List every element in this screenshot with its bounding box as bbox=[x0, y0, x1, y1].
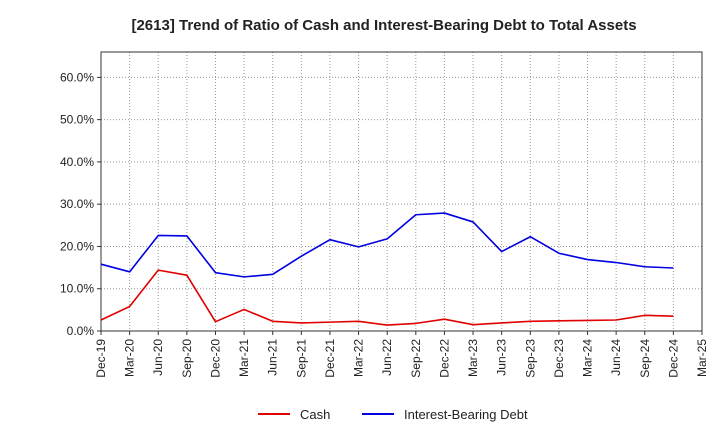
y-tick-label: 40.0% bbox=[60, 155, 94, 169]
x-tick-label: Mar-22 bbox=[352, 339, 366, 377]
x-tick-label: Dec-23 bbox=[552, 339, 566, 378]
x-tick-label: Mar-23 bbox=[466, 339, 480, 377]
x-tick-label: Mar-21 bbox=[237, 339, 251, 377]
y-tick-label: 10.0% bbox=[60, 282, 94, 296]
y-tick-label: 30.0% bbox=[60, 197, 94, 211]
plot-border bbox=[100, 51, 703, 332]
series-line-cash bbox=[100, 269, 674, 326]
grid bbox=[101, 52, 702, 331]
x-tick-label: Sep-20 bbox=[180, 339, 194, 378]
x-tick-label: Dec-20 bbox=[208, 339, 222, 378]
x-tick-label: Jun-23 bbox=[495, 339, 509, 376]
x-tick-label: Dec-21 bbox=[323, 339, 337, 378]
x-tick-label: Sep-23 bbox=[523, 339, 537, 378]
x-axis: Dec-19 Mar-20 Jun-20 Sep-20 Dec-20 Mar-21 Jun-… bbox=[94, 331, 709, 378]
x-tick-label: Jun-24 bbox=[609, 339, 623, 376]
legend: Cash Interest-Bearing Debt bbox=[258, 407, 528, 422]
x-tick-label: Mar-24 bbox=[581, 339, 595, 377]
x-tick-label: Sep-24 bbox=[638, 339, 652, 378]
series-lines bbox=[100, 212, 674, 326]
legend-label: Interest-Bearing Debt bbox=[404, 407, 528, 422]
series-line-interest-bearing-debt bbox=[100, 212, 674, 278]
x-tick-label: Sep-22 bbox=[409, 339, 423, 378]
y-tick-label: 0.0% bbox=[67, 324, 95, 338]
plot-frame bbox=[100, 51, 703, 332]
y-tick-label: 50.0% bbox=[60, 113, 94, 127]
x-tick-label: Dec-19 bbox=[94, 339, 108, 378]
y-axis: 0.0% 10.0% 20.0% 30.0% 40.0% 50.0% 60.0% bbox=[60, 70, 101, 338]
x-tick-label: Jun-21 bbox=[266, 339, 280, 376]
y-tick-label: 20.0% bbox=[60, 239, 94, 253]
x-tick-label: Sep-21 bbox=[294, 339, 308, 378]
legend-label: Cash bbox=[300, 407, 330, 422]
x-tick-label: Mar-25 bbox=[695, 339, 709, 377]
y-tick-label: 60.0% bbox=[60, 70, 94, 84]
x-tick-label: Jun-22 bbox=[380, 339, 394, 376]
chart-title: [2613] Trend of Ratio of Cash and Intere… bbox=[131, 17, 636, 34]
x-tick-label: Jun-20 bbox=[151, 339, 165, 376]
x-tick-label: Dec-24 bbox=[666, 339, 680, 378]
x-tick-label: Mar-20 bbox=[123, 339, 137, 377]
x-tick-label: Dec-22 bbox=[437, 339, 451, 378]
